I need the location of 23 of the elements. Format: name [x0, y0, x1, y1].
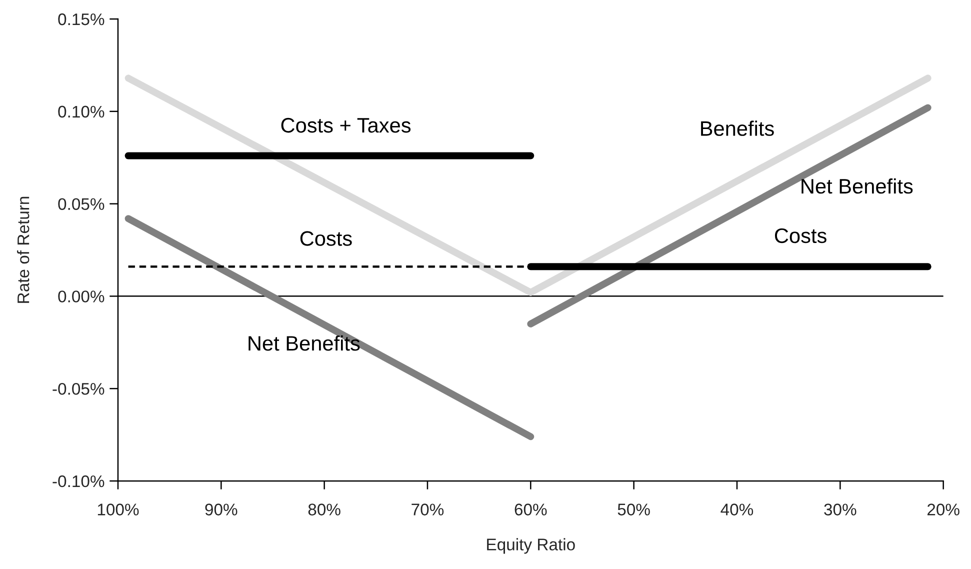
- x-tick-label: 70%: [412, 504, 444, 516]
- x-tick-label: 100%: [98, 504, 139, 516]
- series-label: Costs: [300, 231, 352, 246]
- x-tick-label: 20%: [927, 504, 960, 516]
- series-label: Costs + Taxes: [281, 118, 411, 133]
- x-tick-label: 30%: [824, 504, 856, 516]
- x-tick-label: 40%: [720, 504, 754, 516]
- y-tick-label: 0.10%: [58, 106, 104, 118]
- y-tick-label: 0.00%: [58, 290, 104, 302]
- x-tick-label: 50%: [618, 504, 650, 516]
- x-tick-label: 80%: [308, 504, 340, 516]
- y-tick-label: 0.05%: [58, 198, 104, 210]
- series-label: Net Benefits: [248, 335, 360, 351]
- y-tick-label: -0.10%: [52, 475, 104, 488]
- x-tick-label: 90%: [205, 504, 238, 516]
- y-axis-title: Rate of Return: [17, 196, 30, 303]
- series-label: Benefits: [701, 120, 774, 136]
- y-tick-label: -0.05%: [52, 382, 104, 395]
- series-label: Costs: [774, 228, 826, 244]
- x-tick-label: 60%: [514, 504, 547, 516]
- series-label: Net Benefits: [802, 178, 913, 194]
- x-axis-title: Equity Ratio: [487, 538, 575, 554]
- y-tick-label: 0.15%: [58, 13, 104, 26]
